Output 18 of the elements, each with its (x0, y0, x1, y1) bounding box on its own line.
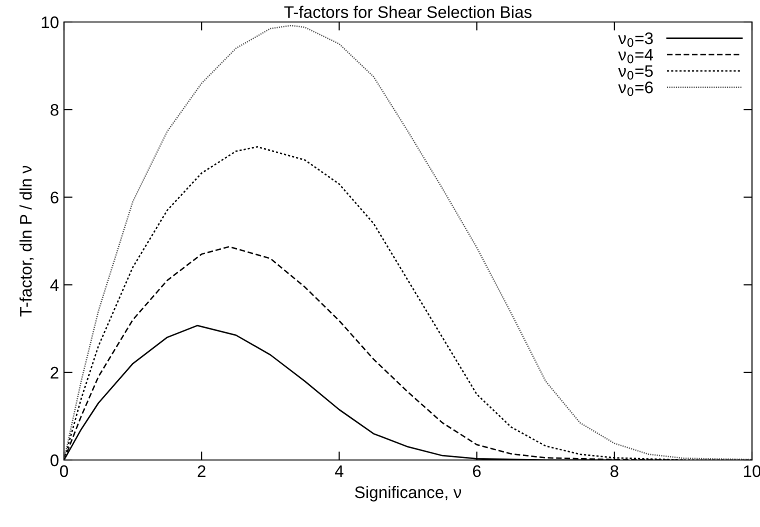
y-tick-label: 2 (50, 366, 58, 378)
y-tick-label: 4 (50, 279, 59, 291)
legend-label: ν$_{0}$=5 (618, 65, 653, 80)
legend-label: ν$_{0}$=4 (618, 48, 654, 64)
x-tick-label: 4 (334, 465, 344, 477)
x-tick-label: 2 (198, 465, 206, 477)
y-axis-title: T-factor, dln P / dln ν (20, 166, 34, 316)
y-tick-label: 6 (50, 192, 58, 204)
x-tick-label: 6 (473, 465, 481, 478)
x-tick-label: 8 (610, 465, 618, 478)
chart-title: T-factors for Shear Selection Bias (284, 6, 532, 18)
x-tick-label: 0 (60, 465, 68, 478)
y-tick-label: 0 (50, 454, 58, 466)
x-axis-title: Significance, ν (355, 486, 462, 502)
y-tick-label: 10 (42, 16, 58, 28)
legend-label: ν$_{0}$=6 (618, 82, 653, 96)
legend-label: ν$_{0}$=3 (618, 32, 653, 47)
y-tick-label: 8 (50, 104, 58, 116)
